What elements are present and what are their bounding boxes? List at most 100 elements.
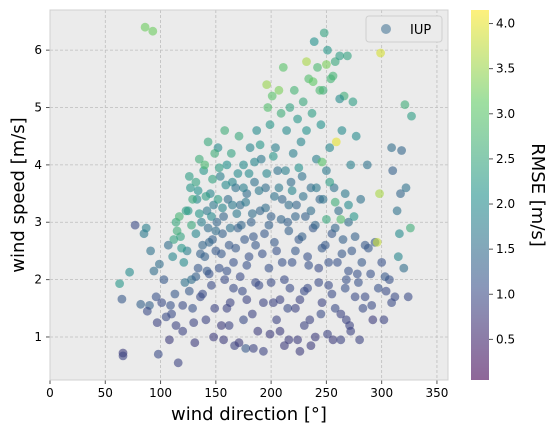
- data-point: [322, 60, 331, 69]
- data-point: [344, 217, 353, 227]
- data-point: [191, 177, 201, 187]
- data-point: [270, 192, 279, 201]
- data-point: [250, 157, 259, 167]
- data-point: [235, 272, 245, 282]
- data-point: [177, 243, 187, 253]
- data-point: [153, 349, 163, 359]
- data-point: [360, 292, 370, 302]
- colorbar-tick-label: 2.5: [496, 152, 515, 166]
- data-point: [336, 309, 346, 319]
- data-point: [222, 303, 232, 313]
- data-point: [277, 258, 287, 267]
- data-point: [280, 275, 289, 284]
- data-point: [292, 200, 301, 210]
- data-point: [272, 315, 281, 325]
- data-point: [210, 149, 220, 158]
- data-point: [336, 215, 346, 224]
- data-point: [268, 151, 278, 161]
- data-point: [354, 278, 363, 287]
- data-point: [306, 206, 316, 216]
- data-point: [301, 212, 310, 221]
- y-tick-label: 5: [34, 101, 42, 115]
- colorbar-tick-label: 3.5: [496, 62, 515, 76]
- data-point: [198, 240, 208, 250]
- data-point: [323, 329, 332, 339]
- data-point: [215, 172, 225, 181]
- data-point: [259, 346, 268, 356]
- data-point: [247, 209, 257, 219]
- data-point: [226, 149, 236, 158]
- data-point: [207, 280, 216, 290]
- data-point: [387, 143, 396, 153]
- data-point: [343, 51, 352, 61]
- data-point: [328, 335, 338, 345]
- data-point: [350, 232, 360, 242]
- data-point: [246, 217, 256, 227]
- data-point: [218, 229, 227, 239]
- data-point: [317, 298, 327, 307]
- data-point: [272, 246, 281, 256]
- colorbar-ticks: 0.5 1.0 1.5 2.0 2.5 3.0 3.5 4.0: [489, 17, 515, 346]
- data-point: [187, 220, 196, 230]
- data-point: [285, 283, 295, 293]
- data-point: [208, 174, 217, 184]
- data-point: [117, 294, 127, 304]
- data-point: [194, 209, 204, 219]
- data-point: [346, 326, 356, 336]
- data-point: [335, 94, 345, 104]
- data-point: [376, 48, 385, 58]
- data-point: [356, 194, 366, 204]
- data-point: [241, 344, 251, 353]
- data-point: [283, 303, 293, 313]
- data-point: [265, 329, 275, 339]
- data-point: [325, 177, 335, 187]
- y-tick-label: 2: [34, 273, 42, 287]
- data-point: [253, 326, 263, 336]
- colorbar: [471, 10, 489, 380]
- data-point: [163, 240, 173, 250]
- data-point: [179, 258, 189, 267]
- data-point: [387, 298, 396, 307]
- data-point: [380, 272, 390, 282]
- data-point: [229, 283, 238, 293]
- axis-ticks: 0 50 100 150 200 250 300 350 1 2 3 4 5 6: [34, 43, 448, 400]
- data-point: [238, 286, 247, 296]
- data-point: [155, 259, 164, 269]
- data-point: [161, 312, 171, 322]
- data-point: [222, 160, 232, 170]
- data-point: [229, 258, 238, 267]
- data-point: [341, 315, 351, 325]
- data-point: [149, 266, 159, 276]
- y-tick-label: 4: [34, 158, 42, 172]
- data-point: [313, 63, 322, 72]
- data-point: [247, 309, 257, 319]
- colorbar-tick-label: 3.0: [496, 107, 515, 121]
- data-point: [379, 315, 389, 325]
- y-tick-label: 3: [34, 215, 42, 229]
- data-point: [239, 160, 248, 170]
- data-point: [211, 226, 221, 236]
- legend-marker: [381, 24, 391, 34]
- data-point: [282, 126, 291, 135]
- data-point: [125, 267, 134, 277]
- data-point: [316, 120, 326, 130]
- data-point: [172, 226, 182, 236]
- data-point: [304, 260, 314, 270]
- data-point: [276, 108, 286, 118]
- data-point: [244, 252, 254, 262]
- data-point: [316, 309, 326, 319]
- data-point: [250, 177, 259, 187]
- x-tick-label: 350: [425, 386, 448, 400]
- data-point: [278, 63, 288, 72]
- data-point: [346, 160, 356, 170]
- data-point: [201, 315, 211, 325]
- data-point: [362, 160, 372, 170]
- data-point: [307, 108, 317, 118]
- data-point: [240, 235, 250, 244]
- data-point: [170, 289, 180, 299]
- data-point: [302, 126, 311, 135]
- x-tick-label: 200: [260, 386, 283, 400]
- data-point: [367, 301, 377, 310]
- data-point: [239, 315, 248, 325]
